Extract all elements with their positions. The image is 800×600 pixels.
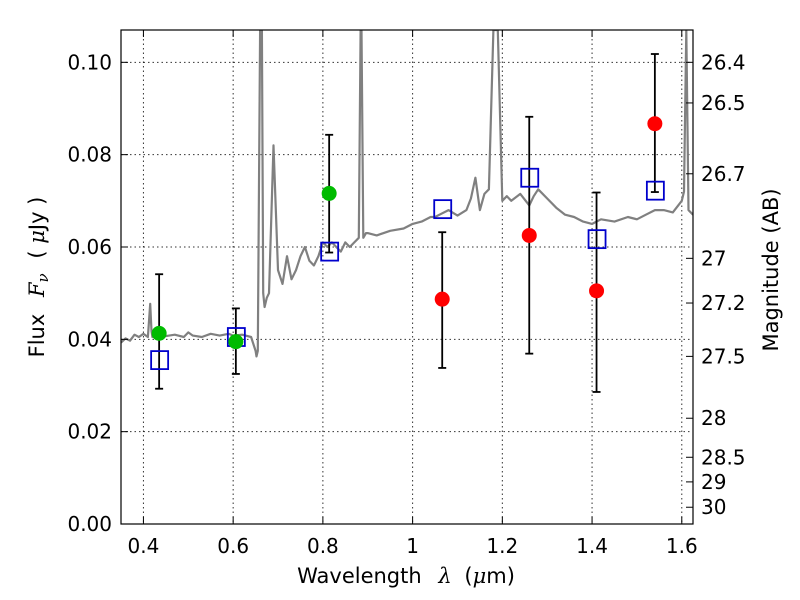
x-tick-label: 1.2 (486, 534, 518, 558)
x-tick-label: 0.4 (128, 534, 160, 558)
plot-area (121, 30, 693, 393)
axis-ticks: 0.4 0.6 0.8 1 1.2 1.4 1.6 0.00 0.02 0.04 0.06 0.08 0… (67, 30, 746, 558)
magnitude-tick-label: 27.2 (701, 291, 746, 315)
y-axis-label-unit-open: ( (25, 250, 49, 258)
x-axis-label-mu: μ (473, 564, 487, 588)
grid-lines (121, 30, 693, 525)
y-axis-label-unit-close: Jy ) (25, 197, 49, 233)
magnitude-tick-label: 30 (701, 495, 726, 519)
magnitude-tick-label: 26.7 (701, 162, 746, 186)
model-square-marker (433, 199, 453, 220)
low-snr-point (521, 227, 537, 243)
y-tick-label: 0.02 (67, 420, 112, 444)
model-square-marker (520, 167, 540, 188)
detection-point (321, 185, 337, 201)
y-tick-label: 0.06 (67, 235, 112, 259)
y-axis-label: Flux Fν ( μJy ) (25, 197, 53, 358)
model-square-marker (320, 241, 340, 262)
x-tick-label: 0.8 (307, 534, 339, 558)
model-square-marker (150, 350, 170, 371)
x-axis-label-lambda: λ (437, 564, 451, 588)
magnitude-tick-label: 28 (701, 406, 726, 430)
magnitude-tick-label: 27.5 (701, 344, 746, 368)
x-tick-label: 1 (406, 534, 419, 558)
x-tick-label: 1.6 (666, 534, 698, 558)
low-snr-point (434, 291, 450, 307)
model-square-marker (587, 229, 607, 250)
low-snr-point (647, 116, 663, 132)
magnitude-tick-label: 28.5 (701, 445, 746, 469)
magnitude-tick-label: 26.5 (701, 91, 746, 115)
y-tick-label: 0.08 (67, 143, 112, 167)
low-snr-point (589, 283, 605, 299)
x-axis-label-unit-close: m) (486, 564, 515, 588)
plot-frame (120, 29, 694, 525)
x-axis-label-unit-open: ( (464, 564, 472, 588)
y-axis-label-symbol: F (25, 281, 49, 298)
sed-curve-line (121, 30, 693, 358)
magnitude-axis-label: Magnitude (AB) (759, 188, 783, 351)
x-tick-label: 1.4 (576, 534, 608, 558)
detection-point (151, 325, 167, 341)
magnitude-tick-label: 27 (701, 246, 726, 270)
y-axis-label-sub: ν (34, 273, 52, 282)
y-tick-label: 0.10 (67, 50, 112, 74)
magnitude-tick-label: 26.4 (701, 50, 746, 74)
x-axis-label: Wavelength λ (μm) (297, 564, 515, 588)
data-markers (150, 116, 665, 371)
x-tick-label: 0.6 (217, 534, 249, 558)
detection-point (228, 334, 244, 350)
y-tick-label: 0.00 (67, 512, 112, 536)
x-axis-label-prefix: Wavelength (297, 564, 422, 588)
y-axis-label-prefix: Flux (25, 314, 49, 358)
y-axis-label-mu: μ (25, 230, 49, 244)
magnitude-tick-label: 29 (701, 470, 726, 494)
model-square-marker (645, 180, 665, 201)
y-tick-label: 0.04 (67, 327, 112, 351)
